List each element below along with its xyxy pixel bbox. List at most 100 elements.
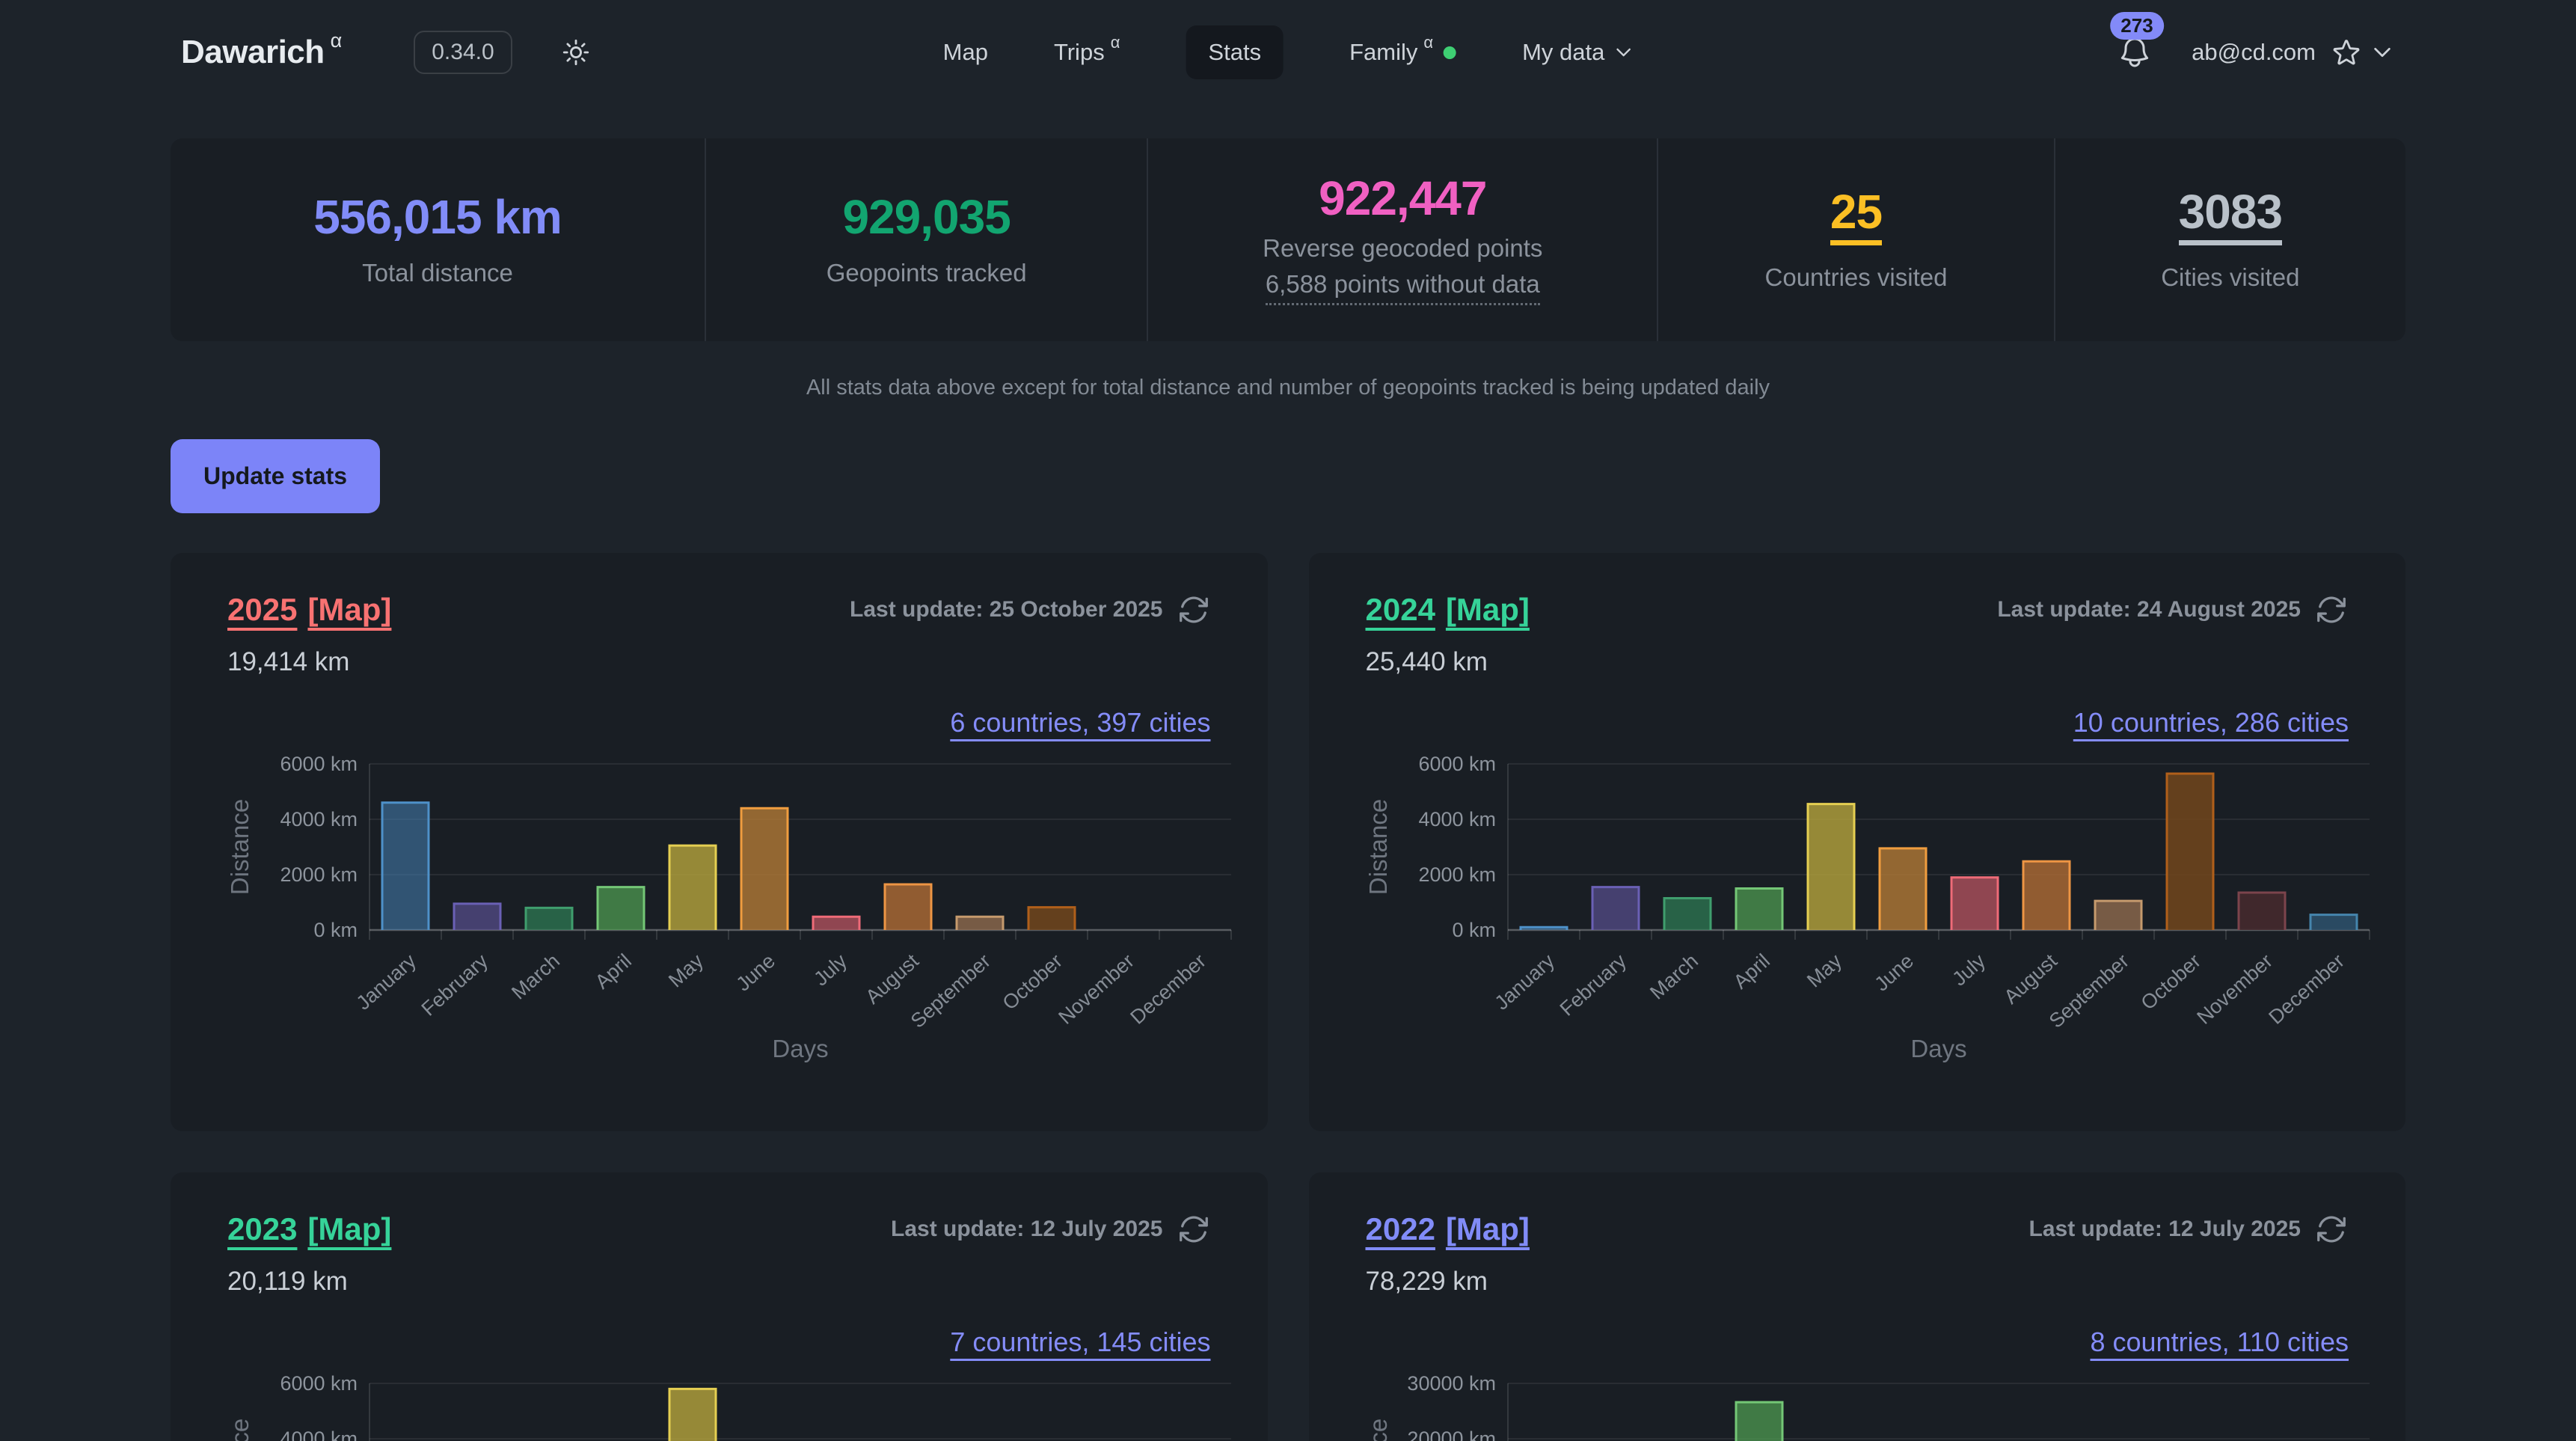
bar-may[interactable] — [669, 1389, 716, 1441]
refresh-stats-button[interactable] — [1177, 1212, 1211, 1246]
y-tick-label: 0 km — [313, 919, 358, 941]
card-header: 2022 [Map] Last update: 12 July 2025 — [1366, 1211, 2349, 1247]
bar-march[interactable] — [526, 908, 572, 930]
last-update-text: Last update: 12 July 2025 — [2028, 1217, 2301, 1241]
bar-june[interactable] — [1879, 848, 1926, 930]
bar-february[interactable] — [1592, 887, 1639, 930]
stat-label-total-distance: Total distance — [362, 258, 513, 287]
bar-july[interactable] — [1951, 877, 1998, 930]
map-link-2025[interactable]: [Map] — [307, 592, 392, 627]
refresh-stats-button[interactable] — [2314, 593, 2349, 627]
map-link-2022[interactable]: [Map] — [1445, 1211, 1530, 1246]
y-axis-title: Distance — [1364, 1419, 1392, 1441]
bar-june[interactable] — [741, 808, 788, 930]
stat-value-cities-visited[interactable]: 3083 — [2178, 188, 2283, 245]
stats-note: All stats data above except for total di… — [806, 376, 1770, 400]
bar-border-june — [1878, 847, 1927, 930]
bar-august[interactable] — [2023, 861, 2070, 930]
stat-cities-visited: 3083 Cities visited — [2053, 138, 2405, 341]
bar-border-august — [883, 883, 933, 930]
bar-january[interactable] — [1520, 927, 1567, 930]
year-card-2023: 2023 [Map] Last update: 12 July 2025 20,119… — [171, 1172, 1268, 1441]
bar-border-october — [2165, 772, 2214, 930]
distance-chart-2024: 0 km 2000 km 4000 km 6000 km JanuaryFebruary… — [1364, 753, 2370, 1062]
nav-item-my-data[interactable]: My data — [1522, 39, 1633, 66]
bar-november[interactable] — [2238, 893, 2285, 930]
stat-sublabel-reverse-geocoded[interactable]: 6,588 points without data — [1265, 270, 1540, 305]
bar-march[interactable] — [1663, 898, 1711, 930]
x-tick-label-february: February — [417, 949, 493, 1021]
bar-april[interactable] — [1735, 888, 1782, 931]
year-distance: 20,119 km — [227, 1267, 348, 1296]
nav-item-stats[interactable]: Stats — [1186, 25, 1284, 79]
year-link-2025[interactable]: 2025 — [227, 592, 298, 627]
bar-september[interactable] — [957, 917, 1003, 930]
bar-border-september — [955, 915, 1005, 930]
refresh-stats-button[interactable] — [1177, 593, 1211, 627]
countries-cities-link-2023[interactable]: 7 countries, 145 cities — [950, 1327, 1211, 1357]
star-icon — [2333, 40, 2360, 65]
nav-item-trips[interactable]: Trips α — [1054, 33, 1120, 66]
year-distance: 19,414 km — [227, 647, 350, 676]
bar-january[interactable] — [382, 802, 429, 930]
stats-overview-panel: 556,015 km Total distance 929,035 Geopoints… — [171, 138, 2405, 341]
stat-value-countries-visited[interactable]: 25 — [1830, 188, 1883, 245]
bar-border-june — [740, 807, 789, 930]
notifications-button[interactable]: 273 — [2110, 12, 2164, 70]
stat-label-geopoints-tracked: Geopoints tracked — [826, 258, 1027, 287]
bar-september[interactable] — [2094, 901, 2141, 930]
theme-toggle-button[interactable] — [560, 37, 592, 68]
bar-december[interactable] — [2310, 914, 2357, 930]
bar-border-april — [596, 886, 645, 930]
y-tick-label: 6000 km — [280, 1372, 358, 1395]
year-link-2022[interactable]: 2022 — [1365, 1211, 1435, 1246]
version-badge[interactable]: 0.34.0 — [414, 31, 512, 74]
bar-july[interactable] — [813, 917, 859, 930]
y-tick-label: 0 km — [1452, 919, 1496, 941]
x-axis-title: Days — [1910, 1035, 1966, 1062]
bar-border-january — [381, 801, 430, 930]
bar-april[interactable] — [598, 887, 644, 930]
bar-october[interactable] — [2166, 773, 2213, 930]
chevron-down-icon — [2374, 47, 2391, 58]
y-tick-label: 6000 km — [1418, 753, 1496, 775]
brand[interactable]: Dawarich α — [181, 29, 342, 71]
refresh-stats-button[interactable] — [2314, 1212, 2349, 1246]
countries-cities-link-2025[interactable]: 6 countries, 397 cities — [950, 707, 1211, 738]
card-link-row: 8 countries, 110 cities — [1366, 1327, 2349, 1358]
x-tick-label-november: November — [2192, 949, 2277, 1029]
countries-cities-link-2022[interactable]: 8 countries, 110 cities — [2090, 1327, 2349, 1357]
bar-border-may — [1806, 803, 1855, 930]
year-cards-grid: 2025 [Map] Last update: 25 October 2025 19,… — [171, 553, 2405, 1441]
map-link-2023[interactable]: [Map] — [307, 1211, 392, 1246]
bar-october[interactable] — [1028, 907, 1075, 930]
stat-total-distance: 556,015 km Total distance — [171, 138, 705, 341]
nav-item-family[interactable]: Family α — [1349, 33, 1457, 66]
favorites-button[interactable] — [2331, 37, 2362, 68]
update-stats-button[interactable]: Update stats — [171, 439, 381, 513]
countries-cities-link-2024[interactable]: 10 countries, 286 cities — [2073, 707, 2349, 738]
bar-april[interactable] — [1735, 1402, 1782, 1441]
year-card-2025: 2025 [Map] Last update: 25 October 2025 19,… — [171, 553, 1268, 1131]
nav-item-map[interactable]: Map — [943, 39, 988, 66]
stat-reverse-geocoded: 922,447 Reverse geocoded points 6,588 poin… — [1147, 138, 1657, 341]
bar-february[interactable] — [454, 903, 500, 930]
bar-may[interactable] — [669, 845, 716, 930]
card-link-row: 10 countries, 286 cities — [1366, 707, 2349, 738]
y-tick-label: 2000 km — [280, 863, 358, 886]
map-link-2024[interactable]: [Map] — [1445, 592, 1530, 627]
bar-august[interactable] — [885, 884, 931, 930]
x-tick-label-july: July — [809, 949, 851, 991]
nav-item-label: My data — [1522, 39, 1605, 65]
x-tick-label-april: April — [1729, 949, 1773, 993]
alpha-superscript: α — [1110, 33, 1120, 52]
year-link-2023[interactable]: 2023 — [227, 1211, 298, 1246]
bar-may[interactable] — [1807, 804, 1854, 930]
user-menu-button[interactable] — [2371, 41, 2393, 64]
x-tick-label-march: March — [507, 949, 564, 1003]
card-title: 2025 [Map] — [227, 592, 391, 628]
year-link-2024[interactable]: 2024 — [1365, 592, 1435, 627]
user-email[interactable]: ab@cd.com — [2192, 39, 2316, 65]
